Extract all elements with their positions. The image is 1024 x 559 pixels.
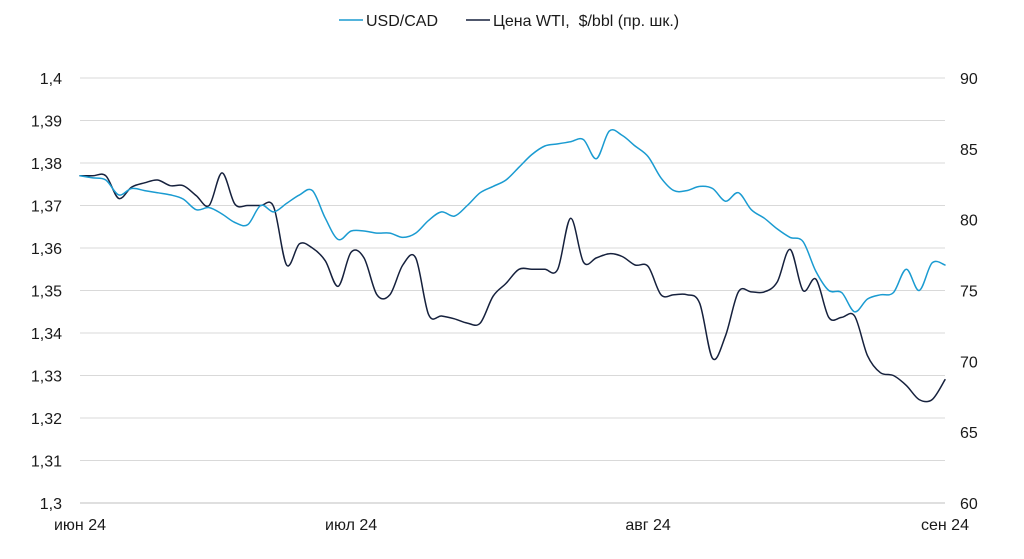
y-left-tick-label: 1,39 bbox=[31, 114, 62, 131]
y-right-tick-label: 65 bbox=[960, 425, 978, 442]
y-right-tick-label: 80 bbox=[960, 213, 978, 230]
gridlines bbox=[80, 77, 945, 504]
y-left-tick-label: 1,32 bbox=[31, 411, 62, 428]
y-right-tick-label: 85 bbox=[960, 142, 978, 159]
y-axis-left: 1,4 1,39 1,38 1,37 1,36 1,35 1,34 1,33 1,32 1,31 1… bbox=[31, 71, 62, 513]
chart-legend: USD/CAD Цена WTI, $/bbl (пр. шк.) bbox=[339, 13, 679, 30]
x-tick-label: сен 24 bbox=[921, 517, 969, 534]
series-lines bbox=[79, 129, 946, 403]
x-axis: июн 24 июл 24 авг 24 сен 24 bbox=[54, 517, 969, 534]
x-tick-label: июл 24 bbox=[325, 517, 377, 534]
y-right-tick-label: 70 bbox=[960, 354, 978, 371]
x-tick-label: июн 24 bbox=[54, 517, 106, 534]
y-right-tick-label: 90 bbox=[960, 71, 978, 88]
legend-label-wti: Цена WTI, $/bbl (пр. шк.) bbox=[493, 13, 679, 30]
series-line-usdcad bbox=[79, 129, 946, 313]
y-right-tick-label: 60 bbox=[960, 496, 978, 513]
x-tick-label: авг 24 bbox=[625, 517, 671, 534]
y-left-tick-label: 1,3 bbox=[40, 496, 62, 513]
y-left-tick-label: 1,33 bbox=[31, 369, 62, 386]
y-left-tick-label: 1,34 bbox=[31, 326, 62, 343]
y-left-tick-label: 1,4 bbox=[40, 71, 62, 88]
y-left-tick-label: 1,37 bbox=[31, 199, 62, 216]
y-left-tick-label: 1,35 bbox=[31, 284, 62, 301]
y-right-tick-label: 75 bbox=[960, 284, 978, 301]
legend-label-usdcad: USD/CAD bbox=[366, 13, 438, 30]
y-left-tick-label: 1,38 bbox=[31, 156, 62, 173]
y-left-tick-label: 1,36 bbox=[31, 241, 62, 258]
series-line-wti bbox=[79, 172, 946, 403]
y-axis-right: 90 85 80 75 70 65 60 bbox=[960, 71, 978, 513]
y-left-tick-label: 1,31 bbox=[31, 454, 62, 471]
